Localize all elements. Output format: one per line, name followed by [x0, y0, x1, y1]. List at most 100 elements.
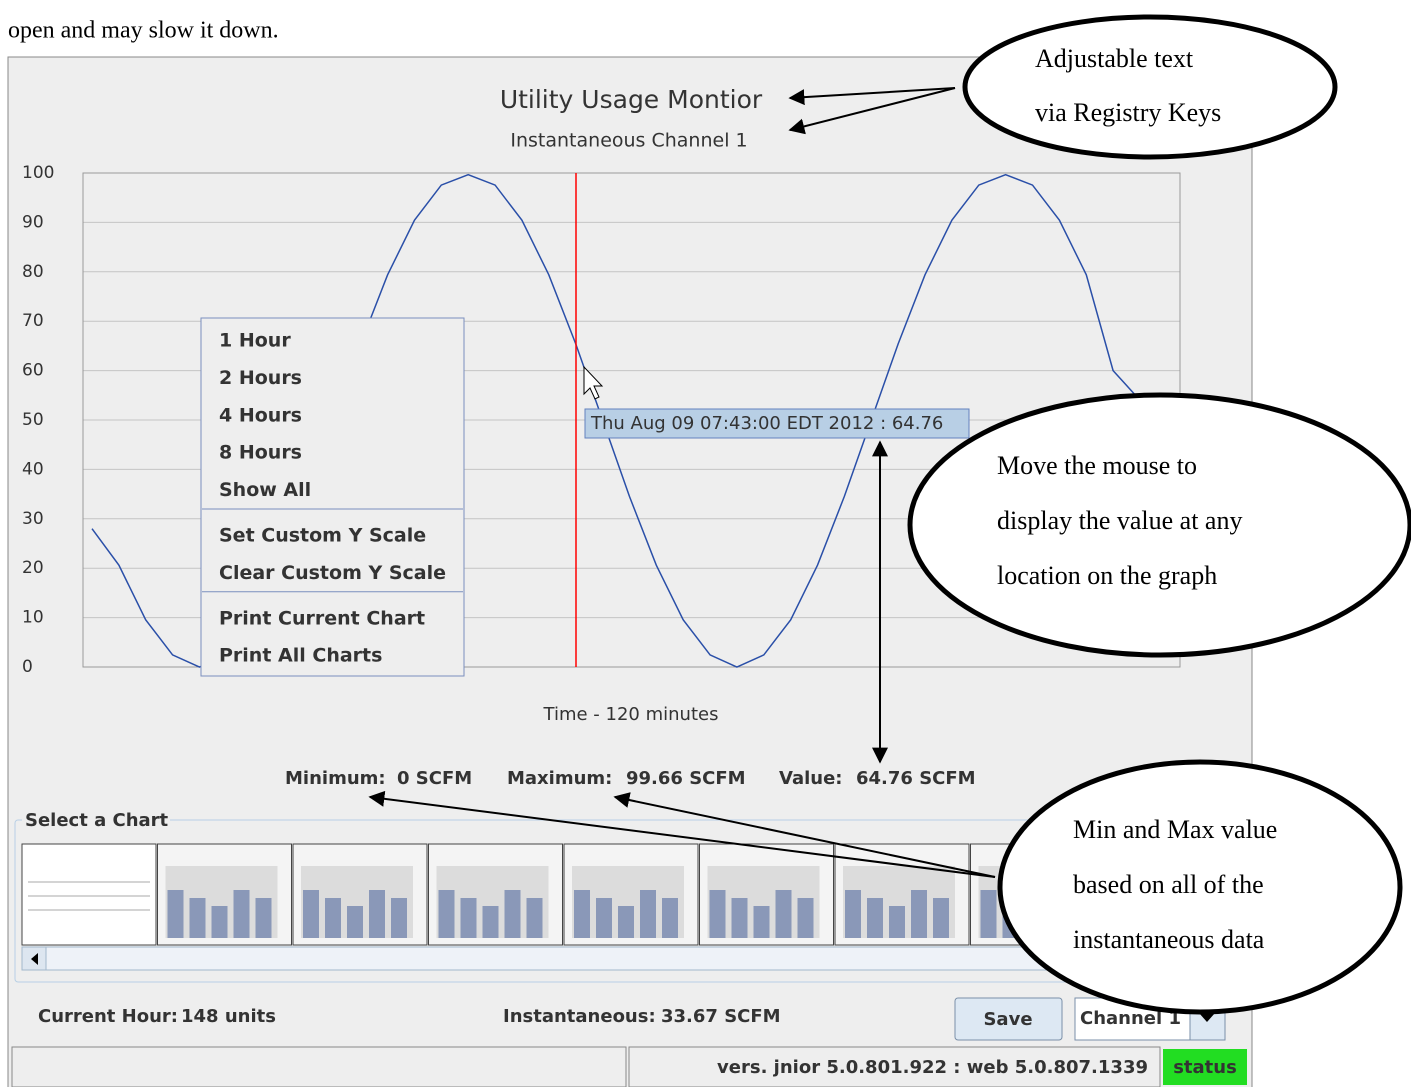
menu-item[interactable]: 2 Hours — [219, 367, 302, 389]
tooltip-text: Thu Aug 09 07:43:00 EDT 2012 : 64.76 — [590, 413, 943, 434]
status-indicator — [1163, 1049, 1247, 1085]
y-tick-label: 70 — [22, 311, 44, 331]
context-menu: 1 Hour 2 Hours 4 Hours 8 Hours Show All Set C… — [200, 317, 465, 677]
scroll-arrow — [31, 953, 38, 965]
thumb-bar — [167, 890, 184, 938]
y-tick-label: 40 — [22, 459, 44, 479]
status-version-box — [628, 1046, 1161, 1087]
thumb-bar — [369, 890, 385, 938]
thumb-bar — [574, 890, 590, 938]
callouts: Adjustable text via Registry Keys Move the… — [368, 14, 1411, 1015]
thumb-bar — [911, 890, 927, 938]
y-tick-label: 50 — [22, 410, 44, 430]
current-hour-label: Current Hour: — [38, 1006, 178, 1027]
y-tick-label: 0 — [22, 657, 33, 677]
save-button-label: Save — [983, 1009, 1032, 1030]
menu-item[interactable]: 1 Hour — [219, 330, 291, 352]
thumbnail — [21, 843, 157, 946]
y-tick-label: 30 — [22, 509, 44, 529]
callout-text: Adjustable text — [1035, 44, 1194, 73]
x-axis-label: Time - 120 minutes — [543, 704, 719, 725]
thumb-bar — [867, 898, 883, 938]
stat-label: Value: — [779, 768, 842, 789]
thumb-bar — [391, 898, 407, 938]
chart-subtitle: Instantaneous Channel 1 — [510, 130, 747, 152]
stats: Minimum: 0 SCFM Maximum: 99.66 SCFM Value: 64… — [285, 768, 976, 789]
menu-item[interactable]: 4 Hours — [219, 404, 302, 426]
callout-bubble — [997, 759, 1403, 1015]
callout-text: based on all of the — [1073, 870, 1264, 899]
status-text: status — [1173, 1057, 1237, 1078]
thumb-bar — [438, 890, 455, 938]
thumb-bar — [980, 890, 997, 938]
thumb-bar — [618, 906, 634, 938]
thumb-bar — [504, 890, 521, 938]
y-tick-label: 90 — [22, 212, 44, 232]
thumb-bar — [189, 898, 206, 938]
thumb-bar — [233, 890, 250, 938]
thumb-bar — [845, 890, 861, 938]
thumb-bar — [347, 906, 363, 938]
thumb-bar — [889, 906, 905, 938]
callout-text: Min and Max value — [1073, 815, 1277, 844]
instantaneous-value: 33.67 SCFM — [661, 1006, 781, 1027]
stat-value: 64.76 SCFM — [856, 768, 976, 789]
callout-arrow — [788, 87, 956, 106]
current-hour-value: 148 units — [181, 1006, 276, 1027]
thumb-bar — [211, 906, 228, 938]
callout-bubble — [907, 392, 1411, 658]
menu-item[interactable]: Show All — [219, 479, 311, 501]
menu-item[interactable]: Clear Custom Y Scale — [219, 562, 446, 584]
thumb-bar — [640, 890, 656, 938]
thumb-bar — [775, 890, 792, 938]
menu-item[interactable]: Set Custom Y Scale — [219, 525, 426, 547]
panel-title-bg — [22, 810, 170, 832]
callout-text: display the value at any — [997, 506, 1242, 535]
menu-item[interactable]: 8 Hours — [219, 442, 302, 464]
callout-text: Move the mouse to — [997, 451, 1197, 480]
thumb-bar — [460, 898, 477, 938]
thumb-bar — [325, 898, 341, 938]
menu-box — [200, 317, 465, 677]
y-tick-label: 60 — [22, 361, 44, 381]
thumb-bar — [753, 906, 770, 938]
callout-text: location on the graph — [997, 561, 1217, 590]
callout-arrow — [613, 792, 996, 878]
tooltip — [584, 408, 970, 439]
panel-title: Select a Chart — [25, 810, 169, 831]
thumb-bar — [526, 898, 543, 938]
callout-text: instantaneous data — [1073, 925, 1265, 954]
menu-item[interactable]: Print All Charts — [219, 645, 382, 667]
scrollbar[interactable] — [21, 946, 1123, 971]
stat-label: Maximum: — [507, 768, 612, 789]
thumb-bar — [797, 898, 814, 938]
version-text: vers. jnior 5.0.801.922 : web 5.0.807.13… — [717, 1057, 1148, 1078]
thumb-bar — [255, 898, 272, 938]
callout-bubble — [962, 14, 1338, 160]
thumb-bar — [709, 890, 726, 938]
menu-item[interactable]: Print Current Chart — [219, 607, 425, 629]
thumb-bar — [482, 906, 499, 938]
save-button[interactable] — [954, 997, 1063, 1041]
stat-label: Minimum: — [285, 768, 386, 789]
intro-text: open and may slow it down. — [8, 18, 279, 44]
thumb-bar — [303, 890, 319, 938]
y-tick-label: 20 — [22, 558, 44, 578]
callout-arrow — [788, 87, 956, 135]
combo-arrow — [1199, 1013, 1215, 1022]
thumb-bar — [731, 898, 748, 938]
channel-combo-label: Channel 1 — [1080, 1008, 1181, 1029]
instantaneous-label: Instantaneous: — [503, 1006, 656, 1027]
stat-value: 99.66 SCFM — [626, 768, 746, 789]
thumb-bar — [662, 898, 678, 938]
status-left — [11, 1046, 627, 1087]
callout-text: via Registry Keys — [1035, 98, 1221, 127]
stat-value: 0 SCFM — [397, 768, 472, 789]
y-tick-label: 100 — [22, 163, 54, 183]
y-tick-label: 80 — [22, 262, 44, 282]
thumb-bar — [933, 898, 949, 938]
callout-arrow — [368, 790, 996, 878]
mouse-pointer — [583, 365, 604, 400]
thumb-bar — [596, 898, 612, 938]
